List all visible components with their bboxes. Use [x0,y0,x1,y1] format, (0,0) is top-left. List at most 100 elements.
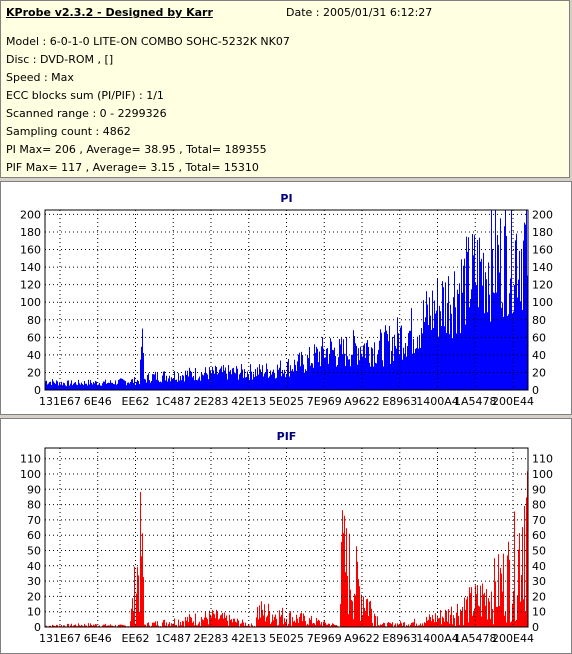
pif-bar [382,624,383,627]
pif-bar [120,624,121,627]
pi-bar [284,369,285,390]
pif-bar [57,625,58,627]
pi-bar [225,367,226,390]
pi-bar [331,341,332,390]
pif-bar [267,615,268,627]
pif-bar [271,622,272,627]
pif-bar [309,618,310,627]
pi-ytick-right: 200 [532,208,553,221]
pi-bar [319,351,320,390]
pi-bar [508,314,509,390]
pi-bar [186,374,187,390]
pi-bar [311,363,312,390]
pi-bar [67,380,68,390]
pif-bar [300,613,301,627]
pif-bar [279,610,280,627]
pi-bar [399,354,400,390]
pif-bar [257,607,258,627]
pif-bar [481,616,482,627]
pif-bar [292,617,293,627]
pi-bar [219,369,220,390]
pif-bar [387,622,388,627]
pi-bar [365,357,366,390]
pif-bar [214,614,215,627]
pif-bar [223,618,224,627]
pif-bar [353,619,354,627]
pi-bar [305,369,306,390]
pi-bar [82,383,83,390]
pi-bar [515,240,516,390]
pi-bar [212,366,213,390]
app-title: KProbe v2.3.2 - Designed by Karr [6,6,213,19]
pi-bar [394,334,395,390]
pif-ytick-left: 20 [27,590,41,603]
pi-bar [472,233,473,390]
pif-bar [191,617,192,627]
pif-ytick-left: 90 [27,483,41,496]
pif-bar [232,622,233,627]
pi-bar [133,382,134,390]
pif-bar [349,533,350,627]
pif-bar [502,591,503,627]
pi-bar [233,367,234,390]
pif-bar [400,621,401,627]
pi-bar [380,329,381,390]
pi-bar [220,368,221,390]
pif-bar [347,575,348,627]
pi-bar [366,342,367,390]
pi-bar [136,381,137,390]
pi-bar [374,342,375,390]
pif-bar [516,619,517,627]
pi-bar [228,365,229,390]
pif-bar [329,623,330,627]
pi-bar [403,347,404,390]
pi-bar [396,348,397,390]
pif-bar [511,621,512,627]
pif-bar [135,623,136,627]
pif-bar [187,616,188,627]
pi-bar [275,378,276,390]
pif-bar [447,621,448,627]
pif-bar [335,625,336,627]
pi-bar [383,366,384,390]
pi-bar [523,240,524,390]
pif-bar [454,617,455,627]
pi-bar [433,328,434,390]
pif-bar [381,624,382,627]
pif-bar [317,620,318,627]
pif-bar [182,620,183,627]
pi-bar [474,235,475,390]
pi-bar [62,385,63,390]
pi-ytick-left: 180 [20,226,41,239]
pif-bar [229,614,230,627]
pif-bar [480,585,481,627]
pif-bar [392,622,393,627]
pi-bar [526,210,527,390]
pif-bar [153,622,154,627]
pi-bar [198,378,199,390]
pif-bar [465,609,466,627]
pif-bar [519,532,520,627]
pi-bar [360,346,361,390]
pif-bar [483,594,484,627]
pi-bar [378,349,379,390]
pif-bar [452,624,453,627]
pi-bar [223,365,224,390]
pif-bar [247,625,248,627]
pif-bar [493,624,494,627]
pif-bar [490,619,491,627]
pif-bar [522,527,523,627]
pif-bar [467,596,468,627]
pif-bar [449,623,450,627]
pi-bar [156,379,157,390]
pi-bar [282,369,283,390]
pi-bar [356,345,357,390]
pi-bar [364,343,365,390]
pif-bar [473,612,474,627]
pi-bar [318,362,319,390]
pi-bar [459,283,460,390]
pi-bar [166,375,167,390]
pi-bar [102,383,103,390]
pi-bar [317,348,318,390]
pi-bar [274,372,275,390]
